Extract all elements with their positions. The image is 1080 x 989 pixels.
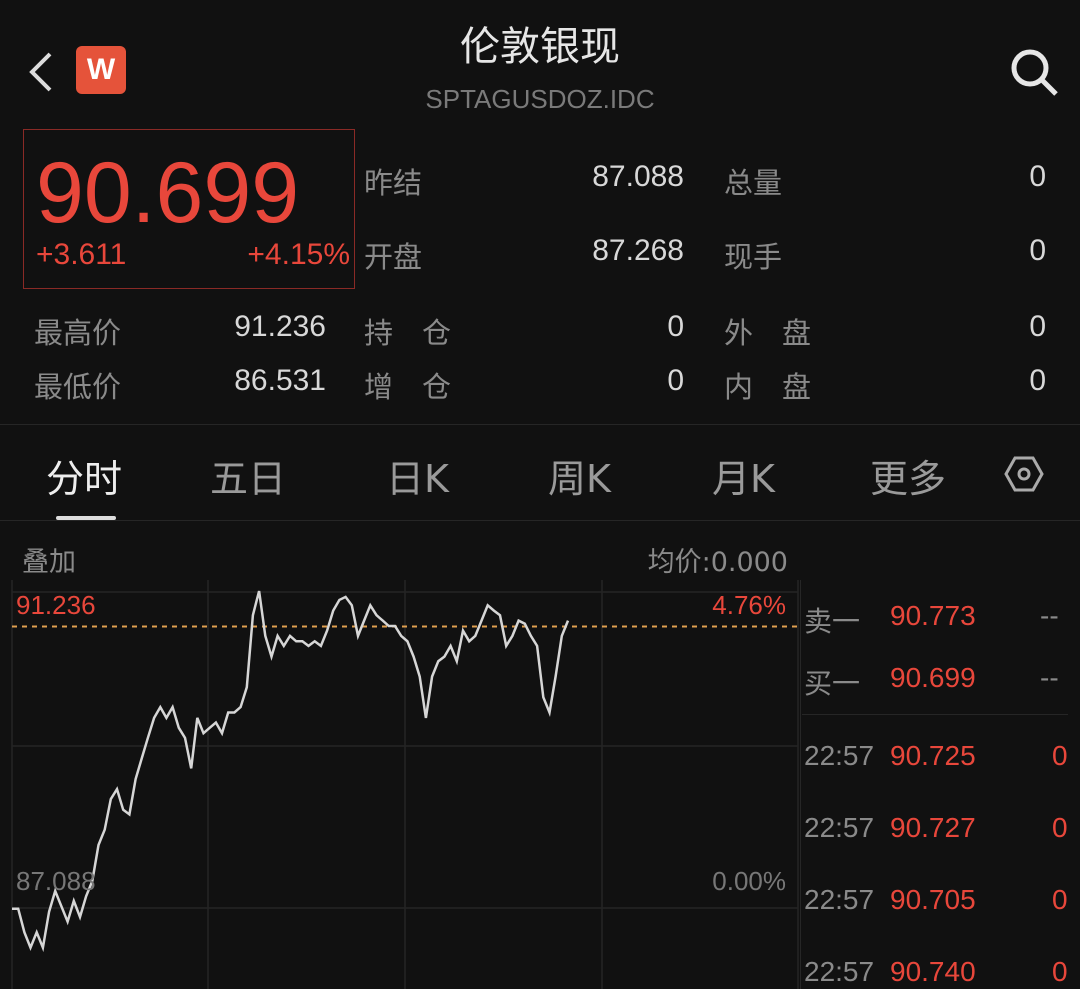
- tick-price: 90.725: [890, 740, 976, 771]
- field-label: 开盘: [364, 240, 423, 274]
- field-value: 0: [667, 310, 684, 343]
- hexagon-settings-icon[interactable]: [1004, 454, 1044, 494]
- field-value: 0: [1029, 310, 1046, 343]
- tab-weekly-k[interactable]: 周K: [548, 457, 611, 501]
- last-price: 90.699: [36, 145, 300, 241]
- tick-volume: 0: [1052, 740, 1068, 771]
- symbol-code: SPTAGUSDOZ.IDC: [425, 84, 655, 114]
- tick-price: 90.727: [890, 812, 976, 843]
- tick-volume: 0: [1052, 956, 1068, 987]
- field-value: 91.236: [234, 310, 326, 343]
- divider: [800, 580, 801, 989]
- divider: [0, 424, 1080, 425]
- intraday-chart[interactable]: 91.236 4.76% 87.088 0.00%: [0, 580, 800, 989]
- avg-price: 均价:0.000: [647, 547, 788, 578]
- chevron-left-icon[interactable]: [26, 50, 56, 94]
- field-label: 昨结: [364, 166, 423, 200]
- ask-price: 90.773: [890, 600, 976, 631]
- field-label: 最高价: [34, 316, 122, 350]
- price-box: 90.699 +3.611 +4.15%: [23, 129, 355, 289]
- field-label: 增 仓: [364, 370, 452, 404]
- tick-time: 22:57: [804, 812, 875, 843]
- tab-more[interactable]: 更多: [870, 457, 947, 501]
- bid-label: 买一: [804, 668, 861, 699]
- price-change: +3.611: [36, 238, 127, 271]
- field-value: 0: [667, 364, 684, 397]
- field-value: 87.088: [592, 160, 684, 193]
- field-label: 持 仓: [364, 316, 452, 350]
- field-value: 0: [1029, 234, 1046, 267]
- bid-price: 90.699: [890, 662, 976, 693]
- tab-intraday[interactable]: 分时: [46, 457, 123, 501]
- ask-volume: --: [1040, 600, 1059, 631]
- bid-volume: --: [1040, 662, 1059, 693]
- y-top-label: 91.236: [16, 590, 96, 620]
- tab-five-day[interactable]: 五日: [210, 457, 287, 501]
- tick-volume: 0: [1052, 812, 1068, 843]
- y-ref-pct: 0.00%: [712, 866, 786, 896]
- tick-price: 90.740: [890, 956, 976, 987]
- price-change-pct: +4.15%: [247, 238, 350, 271]
- field-value: 87.268: [592, 234, 684, 267]
- divider: [802, 714, 1068, 715]
- tab-daily-k[interactable]: 日K: [386, 457, 449, 501]
- divider: [0, 520, 1080, 521]
- price-line: [12, 590, 570, 953]
- ask-label: 卖一: [804, 606, 861, 637]
- field-label: 内 盘: [724, 370, 812, 404]
- tick-time: 22:57: [804, 884, 875, 915]
- overlay-button[interactable]: 叠加: [22, 547, 76, 578]
- field-value: 0: [1029, 160, 1046, 193]
- tick-time: 22:57: [804, 956, 875, 987]
- tick-price: 90.705: [890, 884, 976, 915]
- tick-volume: 0: [1052, 884, 1068, 915]
- field-label: 现手: [724, 240, 783, 274]
- y-top-pct: 4.76%: [712, 590, 786, 620]
- field-value: 86.531: [234, 364, 326, 397]
- active-tab-indicator: [56, 516, 116, 520]
- search-icon[interactable]: [1008, 46, 1060, 98]
- tab-monthly-k[interactable]: 月K: [712, 457, 775, 501]
- field-label: 总量: [724, 166, 783, 200]
- field-label: 外 盘: [724, 316, 812, 350]
- y-ref-label: 87.088: [16, 866, 96, 896]
- field-label: 最低价: [34, 370, 122, 404]
- field-value: 0: [1029, 364, 1046, 397]
- page-title: 伦敦银现: [460, 24, 620, 70]
- brand-logo[interactable]: W: [76, 46, 126, 94]
- tick-time: 22:57: [804, 740, 875, 771]
